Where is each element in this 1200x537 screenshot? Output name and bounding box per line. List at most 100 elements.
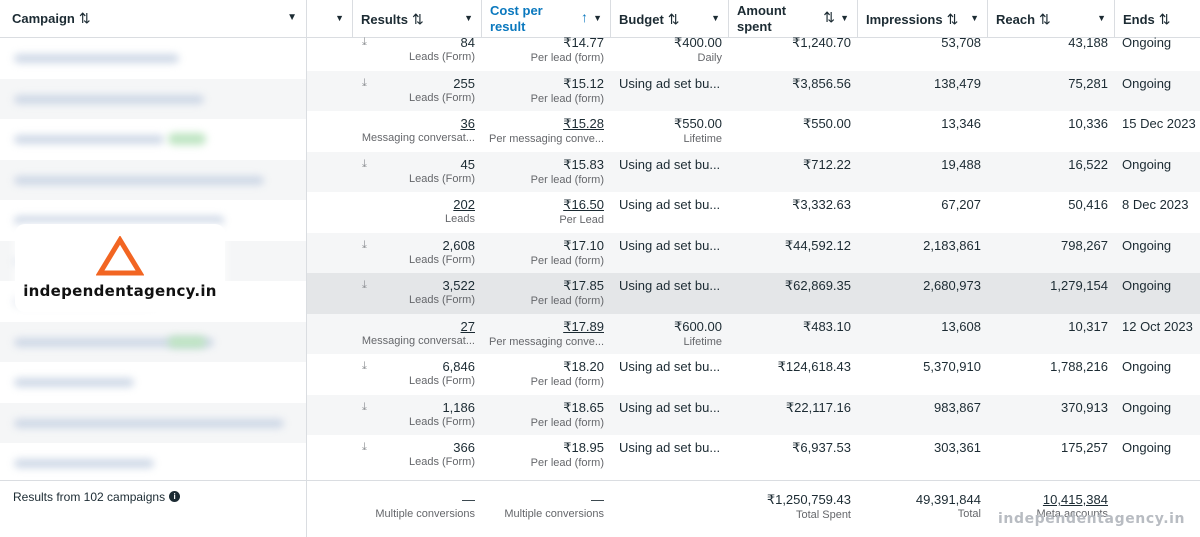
results-value[interactable]: 202 — [453, 197, 475, 212]
campaign-name-row[interactable] — [0, 321, 306, 362]
reach-value: 370,913 — [1061, 399, 1108, 415]
cost-type: Per lead (form) — [530, 52, 604, 64]
total-spent: ₹1,250,759.43 Total Spent — [729, 487, 858, 527]
impressions-cell: 303,361 — [858, 435, 988, 475]
chevron-down-icon[interactable]: ▼ — [464, 13, 473, 23]
cost-cell: ₹18.20 Per lead (form) — [482, 354, 611, 394]
download-icon[interactable]: ⤓ — [362, 76, 367, 89]
download-icon[interactable]: ⤓ — [362, 441, 367, 453]
header-budget-label: Budget — [619, 11, 664, 27]
header-impressions[interactable]: Impressions ⇅ ▼ — [858, 0, 988, 38]
table-row[interactable]: ⤓ 1,186 Leads (Form) ₹18.65 Per lead (form) U… — [307, 394, 1200, 435]
ends-value: Ongoing — [1122, 359, 1172, 374]
header-spacer[interactable]: ▼ — [307, 0, 353, 38]
campaign-name-row[interactable] — [0, 38, 306, 78]
results-cell: 3,522 Leads (Form) — [353, 273, 482, 313]
chevron-down-icon[interactable]: ▼ — [840, 13, 849, 23]
watermark: independentagency.in — [998, 511, 1186, 527]
impressions-value: 2,680,973 — [923, 278, 981, 293]
amount-spent-value: ₹3,856.56 — [792, 75, 851, 91]
chevron-down-icon[interactable]: ▼ — [970, 13, 979, 23]
header-budget[interactable]: Budget ⇅ ▼ — [611, 0, 729, 38]
sort-icon[interactable]: ⇅ — [411, 10, 424, 27]
sort-icon[interactable]: ⇅ — [946, 10, 959, 27]
header-reach[interactable]: Reach ⇅ ▼ — [988, 0, 1115, 38]
header-amount-spent[interactable]: Amount spent ⇅ ▼ — [729, 0, 858, 38]
results-value[interactable]: 36 — [460, 116, 475, 131]
table-row[interactable]: ⤓ 3,522 Leads (Form) ₹17.85 Per lead (form) U… — [307, 273, 1200, 314]
total-results-sub: Multiple conversions — [375, 508, 475, 520]
download-icon[interactable]: ⤓ — [362, 157, 367, 170]
amount-spent-cell: ₹3,856.56 — [729, 71, 858, 111]
table-row[interactable]: ⤓ 366 Leads (Form) ₹18.95 Per lead (form) Usi… — [307, 435, 1200, 476]
chevron-down-icon[interactable]: ▼ — [335, 13, 344, 23]
impressions-value: 13,346 — [941, 116, 981, 131]
budget-value: Using ad set bu... — [619, 399, 721, 415]
header-results[interactable]: Results ⇅ ▼ — [353, 0, 482, 38]
reach-value: 75,281 — [1068, 75, 1108, 91]
results-value: 3,522 — [442, 278, 475, 293]
chevron-down-icon[interactable]: ▼ — [1097, 13, 1106, 23]
ends-cell: Ongoing — [1115, 395, 1200, 435]
chevron-down-icon[interactable]: ▼ — [287, 12, 297, 23]
amount-spent-value: ₹483.10 — [802, 318, 851, 334]
total-reach-sub: Meta accounts — [1036, 508, 1108, 520]
cost-value: ₹18.20 — [563, 359, 604, 374]
table-row[interactable]: ⤓ 84 Leads (Form) ₹14.77 Per lead (form) ₹400… — [307, 30, 1200, 71]
reach-cell: 10,317 — [988, 314, 1115, 354]
campaign-name-row[interactable] — [0, 443, 306, 483]
table-row[interactable]: ⤓ 45 Leads (Form) ₹15.83 Per lead (form) Usin… — [307, 151, 1200, 192]
campaign-column-header[interactable]: Campaign ⇅ ▼ — [0, 0, 306, 38]
download-icon[interactable]: ⤓ — [362, 36, 367, 48]
campaign-metrics-table: ▼ Results ⇅ ▼ Cost per result ↑ ▼ Budget … — [307, 0, 1200, 537]
download-icon[interactable]: ⤓ — [362, 400, 367, 413]
sort-icon[interactable]: ⇅ — [1158, 10, 1171, 27]
total-results: — Multiple conversions — [353, 487, 482, 527]
budget-value: Using ad set bu... — [619, 156, 721, 172]
header-ends[interactable]: Ends ⇅ — [1115, 0, 1200, 38]
reach-value: 1,788,216 — [1050, 359, 1108, 374]
table-row[interactable]: ⤓ 6,846 Leads (Form) ₹18.20 Per lead (form) U… — [307, 354, 1200, 395]
reach-value: 50,416 — [1068, 197, 1108, 212]
total-reach: 10,415,384 Meta accounts — [988, 487, 1115, 527]
cost-value: ₹14.77 — [563, 35, 604, 50]
results-cell: 366 Leads (Form) — [353, 435, 482, 475]
cost-type: Per lead (form) — [530, 416, 604, 429]
budget-cell: Using ad set bu... — [611, 192, 729, 232]
campaign-name-row[interactable] — [0, 78, 306, 119]
sort-ascending-icon[interactable]: ↑ — [581, 9, 588, 25]
campaign-name-row[interactable] — [0, 402, 306, 443]
total-reach-value[interactable]: 10,415,384 — [1042, 492, 1108, 507]
header-cost-per-result[interactable]: Cost per result ↑ ▼ — [482, 0, 611, 38]
sort-icon[interactable]: ⇅ — [823, 9, 835, 25]
campaign-name-row[interactable] — [0, 200, 306, 240]
table-row[interactable]: ⤓ 255 Leads (Form) ₹15.12 Per lead (form) Usi… — [307, 70, 1200, 111]
impressions-cell: 138,479 — [858, 71, 988, 111]
download-icon[interactable]: ⤓ — [362, 360, 367, 372]
cost-type: Per lead (form) — [530, 457, 604, 469]
table-row[interactable]: ⤓ 2,608 Leads (Form) ₹17.10 Per lead (form) U… — [307, 232, 1200, 273]
impressions-cell: 2,183,861 — [858, 233, 988, 273]
download-icon[interactable]: ⤓ — [362, 279, 367, 291]
results-value[interactable]: 27 — [460, 318, 475, 334]
table-row[interactable]: 27 Messaging conversat... ₹17.89 Per messag… — [307, 313, 1200, 354]
campaign-name-row[interactable] — [0, 362, 306, 402]
download-icon[interactable]: ⤓ — [362, 238, 367, 251]
campaign-name-row[interactable] — [0, 119, 306, 159]
cost-type: Per Lead — [559, 214, 604, 226]
table-row[interactable]: 36 Messaging conversat... ₹15.28 Per messag… — [307, 111, 1200, 152]
info-icon[interactable]: i — [169, 491, 181, 502]
table-row[interactable]: 202 Leads ₹16.50 Per Lead Using ad set bu...… — [307, 192, 1200, 233]
sort-icon[interactable]: ⇅ — [78, 10, 91, 26]
impressions-cell: 5,370,910 — [858, 354, 988, 394]
sort-icon[interactable]: ⇅ — [667, 10, 680, 27]
blurred-campaign-name — [14, 418, 284, 428]
campaign-name-row[interactable] — [0, 159, 306, 200]
results-cell: 84 Leads (Form) — [353, 30, 482, 70]
budget-cell: ₹400.00 Daily — [611, 30, 729, 70]
chevron-down-icon[interactable]: ▼ — [711, 13, 720, 23]
sort-icon[interactable]: ⇅ — [1039, 10, 1051, 27]
ends-value: Ongoing — [1122, 278, 1172, 293]
results-cell: 6,846 Leads (Form) — [353, 354, 482, 394]
chevron-down-icon[interactable]: ▼ — [593, 13, 602, 23]
